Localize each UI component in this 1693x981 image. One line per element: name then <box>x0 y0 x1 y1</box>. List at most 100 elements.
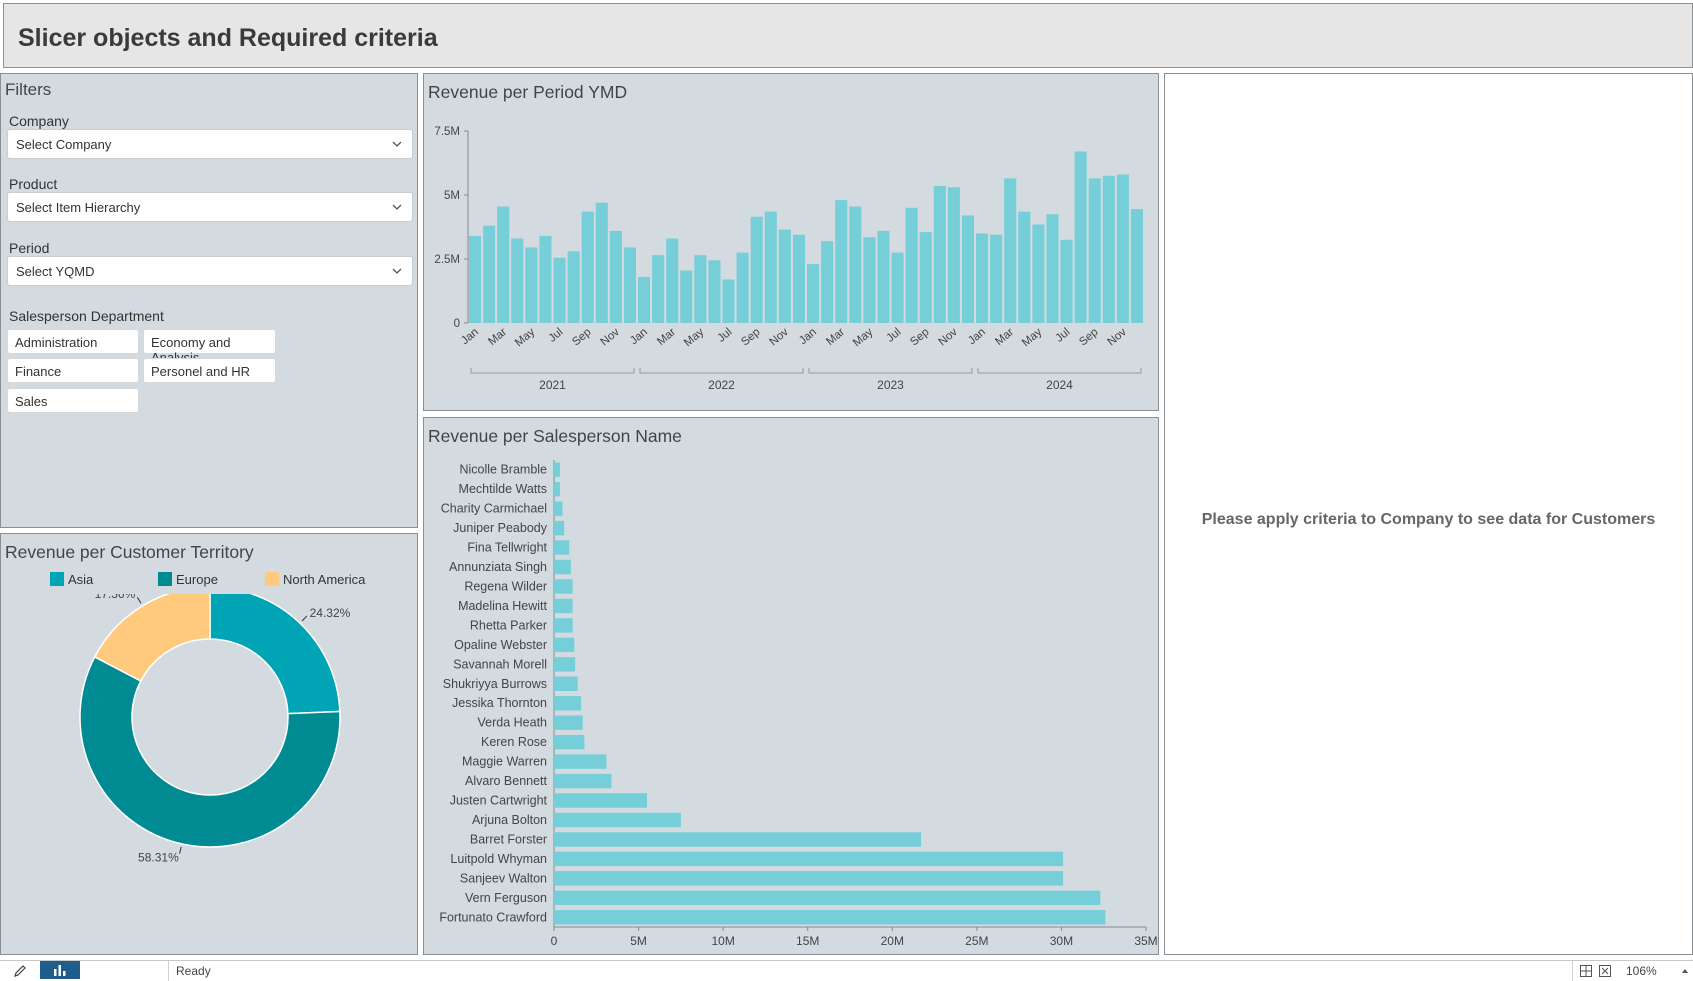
period-dropdown[interactable]: Select YQMD <box>7 256 413 286</box>
category-label: Fortunato Crawford <box>439 910 547 924</box>
x-tick-label: Jan <box>628 326 650 347</box>
data-label-leader <box>301 615 308 622</box>
bar <box>554 696 582 711</box>
bar-chart-icon <box>54 965 66 976</box>
fullscreen-icon[interactable] <box>1598 964 1612 978</box>
bar <box>1116 174 1129 323</box>
year-bracket <box>808 368 973 374</box>
bar <box>1046 214 1059 323</box>
view-toggle-button[interactable] <box>40 961 80 979</box>
page-title: Slicer objects and Required criteria <box>18 24 438 52</box>
category-label: Justen Cartwright <box>450 794 548 808</box>
bar <box>554 773 612 789</box>
bar <box>736 252 749 323</box>
bar <box>919 232 932 323</box>
department-tile-administration[interactable]: Administration <box>7 329 139 354</box>
salesperson-chart-panel: Revenue per Salesperson Name Nicolle Bra… <box>423 417 1159 955</box>
bar <box>1074 151 1087 323</box>
category-label: Shukriyya Burrows <box>443 677 547 691</box>
status-bar: Ready 106% <box>0 960 1693 981</box>
category-label: Luitpold Whyman <box>450 852 547 866</box>
bar <box>554 871 1064 886</box>
bar <box>1088 178 1101 323</box>
bar <box>666 238 679 323</box>
category-label: Jessika Thornton <box>452 696 547 710</box>
category-label: Keren Rose <box>481 735 547 749</box>
product-dropdown-placeholder: Select Item Hierarchy <box>16 200 141 215</box>
bar <box>554 579 573 594</box>
category-label: Verda Heath <box>478 716 548 730</box>
category-label: Opaline Webster <box>454 638 547 652</box>
bar <box>554 559 571 575</box>
fit-page-icon[interactable] <box>1579 964 1593 978</box>
scroll-up-icon[interactable] <box>1680 966 1690 976</box>
bar <box>623 247 636 323</box>
legend-item-europe[interactable]: Europe <box>158 572 218 587</box>
category-label: Fina Tellwright <box>467 541 547 555</box>
x-tick-label: May <box>1020 326 1045 349</box>
category-label: Regena Wilder <box>464 579 547 593</box>
bar <box>554 910 1106 925</box>
x-tick-label: Jan <box>459 326 481 347</box>
bar <box>1032 224 1045 323</box>
department-tile-sales[interactable]: Sales <box>7 388 139 413</box>
department-tile-personel-hr[interactable]: Personel and HR <box>143 358 276 383</box>
bar <box>638 276 651 323</box>
bar <box>554 832 922 847</box>
status-divider <box>1572 961 1573 981</box>
bar <box>497 206 510 323</box>
bar <box>722 279 735 323</box>
zoom-level[interactable]: 106% <box>1626 964 1657 978</box>
x-tick-label: 25M <box>965 934 988 948</box>
bar <box>553 257 566 323</box>
company-dropdown[interactable]: Select Company <box>7 129 413 159</box>
x-tick-label: Mar <box>993 326 1016 348</box>
product-dropdown[interactable]: Select Item Hierarchy <box>7 192 413 222</box>
x-tick-label: Jul <box>1053 326 1072 345</box>
status-divider <box>168 961 169 981</box>
x-tick-label: Sep <box>739 326 762 348</box>
bar <box>764 211 777 323</box>
category-label: Vern Ferguson <box>465 891 547 905</box>
bar <box>554 618 573 633</box>
bar <box>554 812 681 828</box>
legend-item-north-america[interactable]: North America <box>265 572 365 587</box>
legend-item-asia[interactable]: Asia <box>50 572 93 587</box>
bar <box>554 851 1064 867</box>
category-label: Sanjeev Walton <box>460 871 547 885</box>
x-tick-label: Sep <box>570 326 593 348</box>
legend-swatch <box>158 572 172 586</box>
bar <box>554 598 573 614</box>
bar <box>947 187 960 323</box>
department-tile-economy-analysis[interactable]: Economy and Analysis <box>143 329 276 365</box>
bar <box>849 206 862 323</box>
legend-swatch <box>265 572 279 586</box>
bar <box>1130 209 1143 323</box>
x-tick-label: May <box>513 326 538 349</box>
period-label: Period <box>9 240 50 256</box>
x-tick-label: Jul <box>546 326 565 345</box>
bar <box>554 637 575 653</box>
period-chart-title: Revenue per Period YMD <box>428 82 628 102</box>
bar <box>1060 239 1073 323</box>
status-text: Ready <box>176 964 211 978</box>
salesperson-bar-chart: Nicolle Bramble Mechtilde Watts Charity Ca… <box>439 460 1158 948</box>
x-tick-label: Sep <box>1077 326 1100 348</box>
category-label: Juniper Peabody <box>453 521 548 535</box>
bar <box>609 230 622 323</box>
bar <box>554 481 560 497</box>
category-label: Rhetta Parker <box>470 618 547 632</box>
category-label: Barret Forster <box>470 832 547 846</box>
x-tick-label: Nov <box>598 326 622 348</box>
territory-donut-chart: 24.32% 58.31% 17.36% <box>79 594 351 865</box>
bar <box>821 241 834 323</box>
x-tick-label: May <box>851 326 876 349</box>
y-tick-label: 0 <box>454 318 460 330</box>
department-tile-finance[interactable]: Finance <box>7 358 139 383</box>
x-tick-label: Mar <box>486 326 509 348</box>
donut-slice <box>79 655 341 848</box>
pencil-icon[interactable] <box>12 963 28 979</box>
x-tick-label: 20M <box>881 934 904 948</box>
category-label: Alvaro Bennett <box>465 774 548 788</box>
